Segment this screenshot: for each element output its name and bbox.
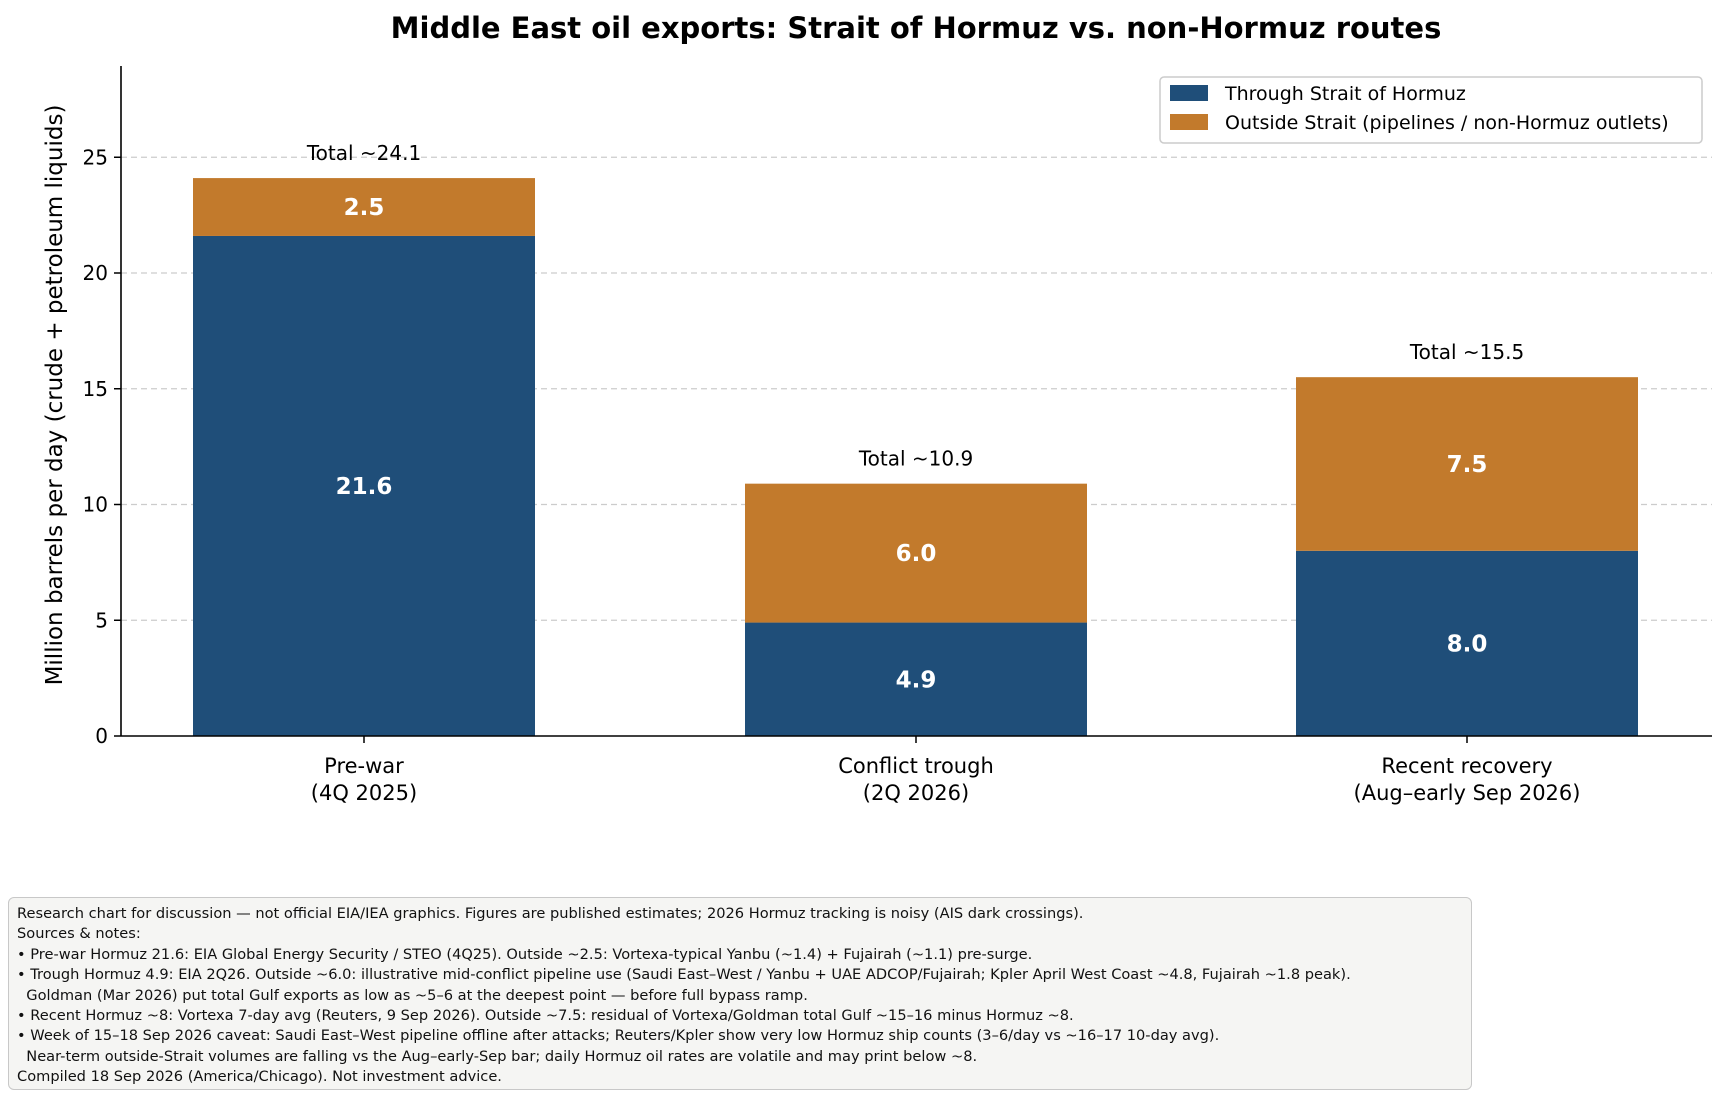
notes-line: Compiled 18 Sep 2026 (America/Chicago). … [17,1068,502,1086]
y-axis-label: Million barrels per day (crude + petrole… [42,105,68,686]
bar-outside [193,178,535,236]
data-label-outside: 7.5 [1447,452,1488,478]
legend-swatch-hormuz [1170,85,1208,101]
notes-line: • Trough Hormuz 4.9: EIA 2Q26. Outside ~… [17,966,1351,984]
x-tick-label: (2Q 2026) [863,781,969,805]
legend-frame [1159,76,1703,144]
y-tick-label: 0 [95,724,108,748]
notes-line: Goldman (Mar 2026) put total Gulf export… [17,986,808,1004]
data-label-hormuz: 21.6 [336,474,393,500]
y-tick-label: 10 [83,493,108,517]
bar-outside [1296,377,1638,551]
x-tick-label: Conflict trough [838,754,994,778]
x-tick-label: Recent recovery [1381,754,1552,778]
x-tick-label: (4Q 2025) [311,781,417,805]
bars [193,178,1638,736]
legend: Through Strait of Hormuz Outside Strait … [1159,76,1703,144]
bar-hormuz [745,622,1087,736]
data-labels: 21.6 2.5 Total ~24.1 4.9 6.0 Total ~10.9 8.0 7.… [306,141,1524,693]
x-tick-label: Pre-war [324,754,404,778]
chart-title: Middle East oil exports: Strait of Hormu… [391,11,1442,45]
notes-line: Research chart for discussion — not offi… [17,905,1084,922]
x-tick-label: (Aug–early Sep 2026) [1354,781,1581,805]
notes-line: • Pre-war Hormuz 21.6: EIA Global Energy… [17,945,1033,963]
bar-outside [745,483,1087,623]
data-label-outside: 6.0 [896,541,937,567]
sources-notes-box: Research chart for discussion — not offi… [8,897,1472,1090]
data-label-outside: 2.5 [344,195,385,221]
total-label: Total ~24.1 [306,141,421,165]
total-label: Total ~15.5 [1409,340,1524,364]
y-tick-label: 5 [95,608,108,632]
axes: 0 5 10 15 20 25 Pre-war (4Q 2025) Conflict troug… [83,66,1712,805]
y-tick-label: 15 [83,377,108,401]
notes-line: Sources & notes: [17,925,141,943]
legend-label-outside: Outside Strait (pipelines / non-Hormuz o… [1225,112,1669,134]
notes-line: Near-term outside-Strait volumes are fal… [17,1047,978,1065]
y-tick-label: 20 [83,261,108,285]
data-label-hormuz: 8.0 [1447,631,1488,657]
y-tick-label: 25 [83,145,108,169]
notes-line: • Recent Hormuz ~8: Vortexa 7-day avg (R… [17,1007,1074,1025]
data-label-hormuz: 4.9 [896,667,937,693]
bar-hormuz [193,235,535,736]
bar-hormuz [1296,550,1638,736]
notes-line: • Week of 15–18 Sep 2026 caveat: Saudi E… [17,1027,1220,1045]
legend-label-hormuz: Through Strait of Hormuz [1224,83,1466,105]
total-label: Total ~10.9 [858,447,973,471]
legend-swatch-outside [1170,114,1208,130]
